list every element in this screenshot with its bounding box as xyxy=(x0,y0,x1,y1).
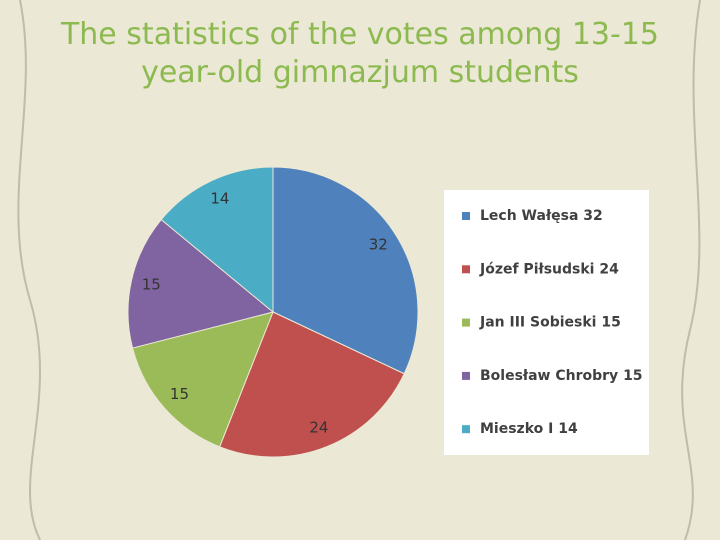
legend-value: 15 xyxy=(601,315,620,331)
legend-swatch xyxy=(462,425,470,434)
legend-swatch xyxy=(462,212,470,220)
pie-slice xyxy=(131,311,274,448)
slice-label: 14 xyxy=(210,190,229,208)
legend-swatch xyxy=(462,265,470,274)
slice-label: 24 xyxy=(309,418,328,436)
legend-value: 32 xyxy=(583,208,602,224)
pie-slice xyxy=(160,166,274,314)
slice-label: 32 xyxy=(369,236,388,254)
legend-entry: Józef Piłsudski 24 xyxy=(479,261,619,277)
legend-name: Mieszko I xyxy=(480,421,553,437)
slice-label: 15 xyxy=(142,275,161,293)
chart-title: The statistics of the votes among 13-15 … xyxy=(60,17,660,90)
legend-value: 24 xyxy=(599,261,619,277)
pie-slice xyxy=(218,311,405,458)
slice-label: 15 xyxy=(170,385,189,403)
legend-name: Bolesław Chrobry xyxy=(480,368,618,384)
legend-entry: Lech Wałęsa 32 xyxy=(480,208,603,224)
pie-slice xyxy=(272,166,419,375)
legend-swatch xyxy=(462,371,470,380)
pie-slice xyxy=(127,218,275,349)
legend-entry: Mieszko I 14 xyxy=(480,421,578,437)
legend-name: Jan III Sobieski xyxy=(479,315,596,331)
legend-entry: Bolesław Chrobry 15 xyxy=(480,368,643,384)
legend-name: Józef Piłsudski xyxy=(479,261,594,277)
legend-box xyxy=(444,190,649,455)
vine-decoration xyxy=(17,0,701,540)
legend-swatch xyxy=(462,318,470,327)
legend-name: Lech Wałęsa xyxy=(480,208,578,224)
legend-value: 14 xyxy=(558,421,578,437)
legend-value: 15 xyxy=(623,368,642,384)
legend-entry: Jan III Sobieski 15 xyxy=(479,315,621,331)
